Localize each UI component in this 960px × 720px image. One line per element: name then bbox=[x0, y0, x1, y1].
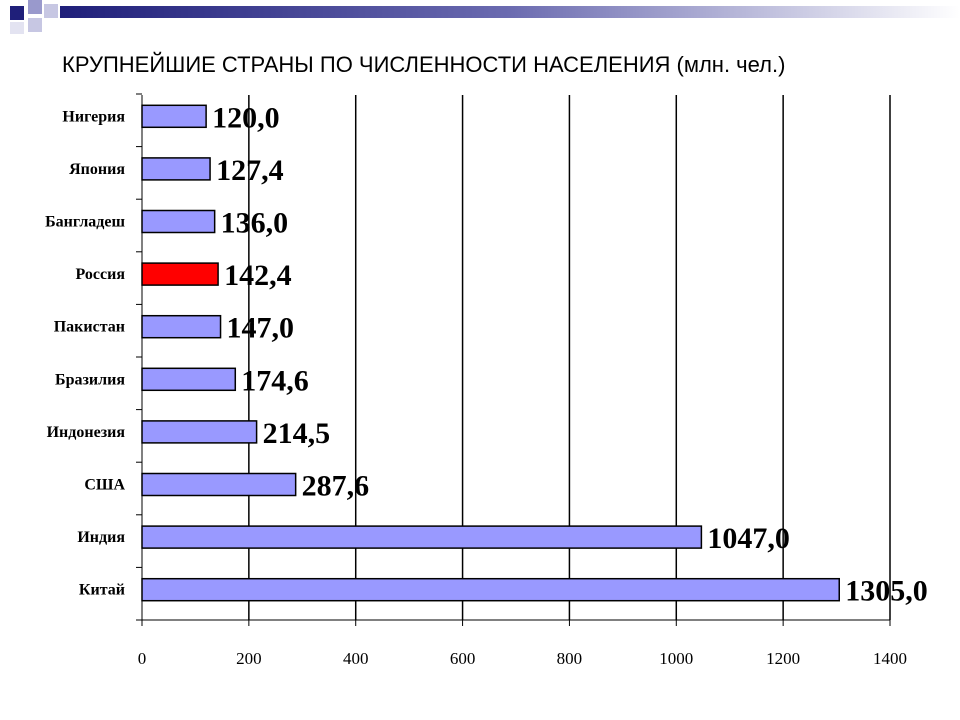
data-label-4: 142,4 bbox=[224, 259, 291, 292]
category-label-7: Индонезия bbox=[47, 424, 126, 441]
x-tick-label-1200: 1200 bbox=[766, 649, 800, 668]
x-tick-label-600: 600 bbox=[450, 649, 476, 668]
bar-1 bbox=[141, 104, 207, 129]
bar-5 bbox=[141, 314, 222, 339]
data-label-8: 287,6 bbox=[302, 470, 370, 503]
x-tick-label-200: 200 bbox=[236, 649, 262, 668]
header-gradient-bar bbox=[60, 6, 960, 18]
data-label-7: 214,5 bbox=[263, 417, 331, 450]
bar-3 bbox=[141, 209, 216, 234]
logo-square-pale bbox=[28, 18, 42, 32]
data-label-2: 127,4 bbox=[216, 154, 284, 187]
data-label-1: 120,0 bbox=[212, 101, 280, 134]
axes bbox=[136, 93, 891, 626]
bar-7 bbox=[141, 420, 258, 444]
x-tick-label-0: 0 bbox=[138, 649, 147, 668]
decorative-header-band bbox=[10, 0, 960, 34]
bar-8 bbox=[141, 472, 297, 497]
x-tick-label-400: 400 bbox=[343, 649, 369, 668]
category-label-6: Бразилия bbox=[55, 371, 125, 388]
logo-square-faint bbox=[10, 22, 24, 34]
data-label-10: 1305,0 bbox=[845, 575, 928, 608]
category-label-1: Нигерия bbox=[62, 108, 125, 125]
bar-10 bbox=[141, 577, 840, 602]
x-tick-label-1000: 1000 bbox=[659, 649, 693, 668]
category-label-8: США bbox=[84, 477, 125, 494]
slide-title: КРУПНЕЙШИЕ СТРАНЫ ПО ЧИСЛЕННОСТИ НАСЕЛЕН… bbox=[62, 52, 786, 77]
data-label-6: 174,6 bbox=[241, 364, 309, 397]
x-tick-label-800: 800 bbox=[557, 649, 583, 668]
bar-9 bbox=[141, 525, 703, 549]
data-label-3: 136,0 bbox=[221, 207, 288, 240]
data-label-9: 1047,0 bbox=[707, 522, 790, 555]
category-label-2: Япония bbox=[69, 161, 125, 178]
logo-square-light bbox=[44, 4, 58, 18]
data-label-5: 147,0 bbox=[227, 312, 294, 345]
logo-square-dark bbox=[10, 6, 24, 20]
labels: 0 200 400 600 800 1000 1200 1400 Нигерия 120,0 Япо… bbox=[45, 101, 928, 668]
category-label-3: Бангладеш bbox=[45, 214, 125, 231]
category-label-9: Индия bbox=[77, 529, 125, 546]
logo-square-mid bbox=[28, 0, 42, 14]
x-tick-label-1400: 1400 bbox=[873, 649, 907, 668]
bar-6 bbox=[141, 367, 237, 392]
category-label-4: Россия bbox=[76, 266, 126, 283]
category-label-5: Пакистан bbox=[54, 319, 125, 336]
bar-4 bbox=[141, 262, 219, 286]
bar-2 bbox=[141, 157, 211, 181]
bars bbox=[141, 104, 840, 602]
category-label-10: Китай bbox=[79, 582, 125, 599]
